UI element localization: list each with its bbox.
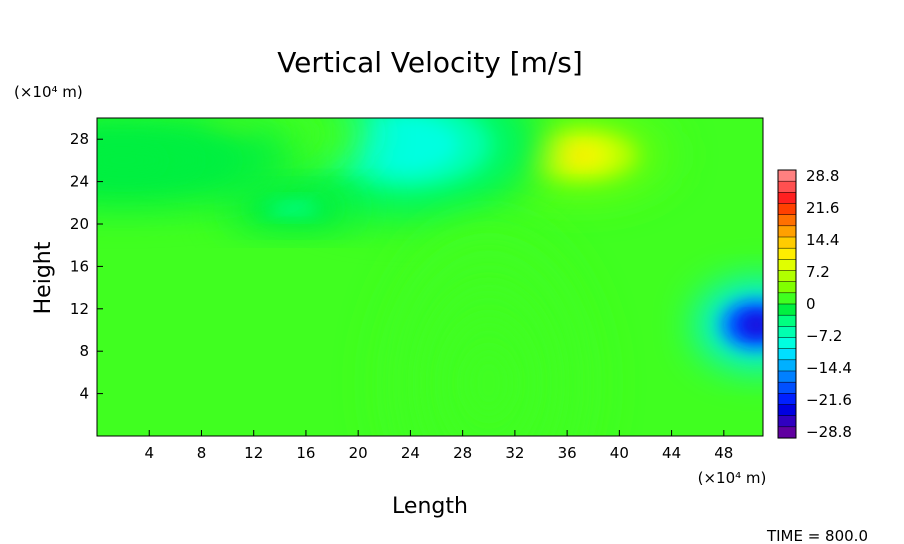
colorbar [777, 169, 797, 439]
colorbar-band [777, 370, 797, 383]
colorbar-frame [777, 169, 797, 439]
contour-region [744, 316, 763, 333]
colorbar-tick-label: −7.2 [806, 327, 842, 345]
contour-region [561, 146, 600, 164]
plot-frame [96, 117, 764, 437]
colorbar-band [777, 236, 797, 249]
colorbar-band [777, 348, 797, 361]
colorbar-band [777, 359, 797, 372]
colorbar-tick-label: 21.6 [806, 199, 839, 217]
colorbar-band [777, 214, 797, 227]
colorbar-band [777, 303, 797, 316]
x-axis-label: Length [392, 494, 468, 519]
contour-region [97, 152, 160, 169]
y-tick-label: 16 [70, 257, 89, 275]
y-tick-label: 20 [70, 215, 89, 233]
colorbar-tick-label: 7.2 [806, 263, 830, 281]
colorbar-tick-label: 0 [806, 295, 816, 313]
colorbar-band [777, 337, 797, 350]
colorbar-band [777, 314, 797, 327]
x-axis-ticks: 4 8 12 16 20 24 28 32 36 40 44 48 [144, 430, 733, 462]
colorbar-tick-label: −21.6 [806, 391, 852, 409]
x-tick-label: 28 [453, 444, 472, 462]
y-tick-label: 28 [70, 130, 89, 148]
colorbar-band [777, 225, 797, 238]
x-tick-label: 20 [349, 444, 368, 462]
x-tick-label: 12 [244, 444, 263, 462]
plot-area [96, 117, 764, 437]
colorbar-band [777, 292, 797, 305]
colorbar-band [777, 393, 797, 406]
x-tick-label: 40 [610, 444, 629, 462]
contour-region [278, 204, 307, 212]
colorbar-tick-label: 28.8 [806, 167, 839, 185]
y-tick-label: 24 [70, 173, 89, 191]
colorbar-band [777, 404, 797, 417]
x-tick-label: 32 [505, 444, 524, 462]
colorbar-band [777, 270, 797, 283]
x-unit-label: (×10⁴ m) [698, 469, 767, 487]
colorbar-labels: 28.8 21.6 14.4 7.2 0 −7.2 −14.4 −21.6 −28.8 [806, 167, 852, 441]
x-tick-label: 44 [662, 444, 681, 462]
colorbar-tick-label: −28.8 [806, 423, 852, 441]
colorbar-band [777, 192, 797, 205]
y-tick-label: 4 [79, 385, 89, 403]
y-unit-label: (×10⁴ m) [14, 83, 83, 101]
x-tick-label: 4 [144, 444, 154, 462]
y-axis-ticks: 4 8 12 16 20 24 28 [70, 130, 103, 403]
x-tick-label: 48 [714, 444, 733, 462]
colorbar-band [777, 259, 797, 272]
colorbar-band [777, 180, 797, 193]
colorbar-tick-label: −14.4 [806, 359, 852, 377]
colorbar-band [777, 169, 797, 182]
colorbar-band [777, 326, 797, 339]
contour-field [97, 118, 763, 436]
colorbar-band [777, 426, 797, 439]
contour-region [466, 351, 511, 415]
colorbar-band [777, 415, 797, 428]
x-tick-label: 16 [296, 444, 315, 462]
y-axis-label: Height [31, 241, 56, 314]
x-tick-label: 8 [197, 444, 207, 462]
colorbar-band [777, 203, 797, 216]
y-tick-label: 12 [70, 300, 89, 318]
time-label: TIME = 800.0 [766, 527, 868, 544]
colorbar-tick-label: 14.4 [806, 231, 839, 249]
chart-title: Vertical Velocity [m/s] [277, 46, 583, 79]
colorbar-band [777, 381, 797, 394]
y-tick-label: 8 [79, 342, 89, 360]
contour-region [375, 130, 432, 159]
colorbar-band [777, 247, 797, 260]
x-tick-label: 24 [401, 444, 420, 462]
colorbar-band [777, 281, 797, 294]
x-tick-label: 36 [558, 444, 577, 462]
